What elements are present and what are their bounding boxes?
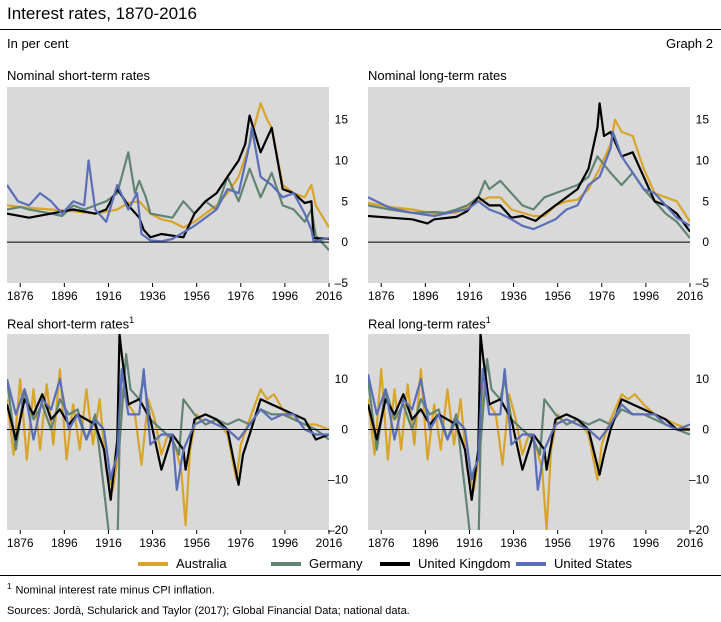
x-tick-label: 1916 <box>456 289 483 303</box>
legend-swatch-united-kingdom <box>380 561 410 566</box>
x-tick-label: 1976 <box>227 289 254 303</box>
legend-item-germany: Germany <box>271 556 362 571</box>
legend: Australia Germany United Kingdom United … <box>0 556 721 572</box>
x-tick-label: 2016 <box>316 289 343 303</box>
x-tick-label: 1996 <box>272 536 299 550</box>
x-tick-label: 1956 <box>544 289 571 303</box>
y-tick-label: 10 <box>335 154 349 168</box>
legend-label-united-kingdom: United Kingdom <box>418 556 511 571</box>
legend-item-australia: Australia <box>138 556 227 571</box>
panel-title-real-short: Real short-term rates1 <box>7 315 135 332</box>
series-line-australia <box>368 118 690 223</box>
y-tick-label: 15 <box>335 113 349 127</box>
series-line-australia <box>7 368 329 527</box>
x-tick-label: 1916 <box>95 536 122 550</box>
series-line-united-kingdom <box>7 114 329 240</box>
series-line-united-states <box>368 130 690 231</box>
sources-note: Sources: Jordà, Schularick and Taylor (2… <box>7 605 410 617</box>
x-tick-label: 1876 <box>368 289 395 303</box>
y-tick-label: 15 <box>696 113 710 127</box>
x-tick-label: 2016 <box>316 536 343 550</box>
series-line-united-kingdom <box>368 102 690 233</box>
x-tick-label: 1876 <box>368 536 395 550</box>
units-label: In per cent <box>7 36 69 51</box>
x-tick-label: 1896 <box>412 289 439 303</box>
x-tick-label: 1996 <box>633 536 660 550</box>
y-tick-label: 10 <box>335 372 349 386</box>
y-tick-label: –5 <box>335 276 349 290</box>
x-tick-label: 2016 <box>677 536 704 550</box>
title-rule <box>0 29 721 30</box>
legend-item-united-states: United States <box>516 556 632 571</box>
series-line-united-kingdom <box>368 334 690 501</box>
x-tick-label: 1896 <box>51 289 78 303</box>
series-line-united-states <box>7 126 329 243</box>
chart-real-short-term: 1876 1896 1916 1936 1956 1976 1996 2016 10 0 –10 –2… <box>7 334 349 550</box>
series-line-australia <box>7 102 329 229</box>
plot-area <box>7 87 329 283</box>
x-tick-label: 1936 <box>500 289 527 303</box>
x-tick-label: 1996 <box>633 289 660 303</box>
x-tick-label: 1956 <box>544 536 571 550</box>
x-tick-label: 1876 <box>7 289 34 303</box>
y-tick-label: –20 <box>689 523 709 537</box>
y-tick-label: 0 <box>702 235 709 249</box>
plot-area <box>368 87 690 283</box>
y-tick-label: 0 <box>702 422 709 436</box>
x-tick-label: 1936 <box>139 289 166 303</box>
panel-title-nominal-long: Nominal long-term rates <box>368 68 507 83</box>
x-tick-label: 1916 <box>95 289 122 303</box>
legend-item-united-kingdom: United Kingdom <box>380 556 511 571</box>
x-tick-label: 1916 <box>456 536 483 550</box>
panel-title-nominal-short: Nominal short-term rates <box>7 68 151 83</box>
x-tick-label: 1936 <box>139 536 166 550</box>
y-tick-label: 0 <box>341 235 348 249</box>
graph-number: Graph 2 <box>666 36 713 51</box>
y-tick-label: 0 <box>341 422 348 436</box>
footer-rule <box>0 575 721 576</box>
x-tick-label: 1996 <box>272 289 299 303</box>
plot-area <box>7 334 329 530</box>
panel-title-real-long: Real long-term rates1 <box>368 315 491 332</box>
series-line-united-states <box>7 368 329 491</box>
legend-swatch-australia <box>138 561 168 566</box>
plot-area <box>368 334 690 530</box>
chart-nominal-short-term: 1876 1896 1916 1936 1956 1976 1996 2016 15 10 5 0 –5 <box>7 87 349 303</box>
y-tick-label: 5 <box>702 194 709 208</box>
x-tick-label: 1876 <box>7 536 34 550</box>
y-tick-label: 5 <box>341 194 348 208</box>
series-line-united-kingdom <box>7 334 329 501</box>
x-tick-label: 1956 <box>183 289 210 303</box>
legend-label-australia: Australia <box>176 556 227 571</box>
y-tick-label: –5 <box>696 276 710 290</box>
chart-nominal-long-term: 1876 1896 1916 1936 1956 1976 1996 2016 15 10 5 0 –5 <box>368 87 710 303</box>
page-title: Interest rates, 1870-2016 <box>7 4 197 23</box>
y-tick-label: –10 <box>689 473 709 487</box>
x-tick-label: 1976 <box>588 289 615 303</box>
legend-label-germany: Germany <box>309 556 363 571</box>
series-line-australia <box>368 368 690 530</box>
x-tick-label: 1896 <box>51 536 78 550</box>
series-line-united-states <box>368 368 690 491</box>
chart-real-long-term: 1876 1896 1916 1936 1956 1976 1996 2016 10 0 –10 –2… <box>368 334 710 550</box>
x-tick-label: 1976 <box>227 536 254 550</box>
legend-label-united-states: United States <box>554 556 633 571</box>
x-tick-label: 2016 <box>677 289 704 303</box>
x-tick-label: 1896 <box>412 536 439 550</box>
y-tick-label: –10 <box>328 473 348 487</box>
legend-swatch-germany <box>271 561 301 566</box>
y-tick-label: –20 <box>328 523 348 537</box>
y-tick-label: 10 <box>696 154 710 168</box>
x-tick-label: 1956 <box>183 536 210 550</box>
x-tick-label: 1976 <box>588 536 615 550</box>
series-line-germany <box>7 151 329 252</box>
y-tick-label: 10 <box>696 372 710 386</box>
legend-swatch-united-states <box>516 561 546 566</box>
x-tick-label: 1936 <box>500 536 527 550</box>
footnote: 1 Nominal interest rate minus CPI inflati… <box>7 582 215 597</box>
